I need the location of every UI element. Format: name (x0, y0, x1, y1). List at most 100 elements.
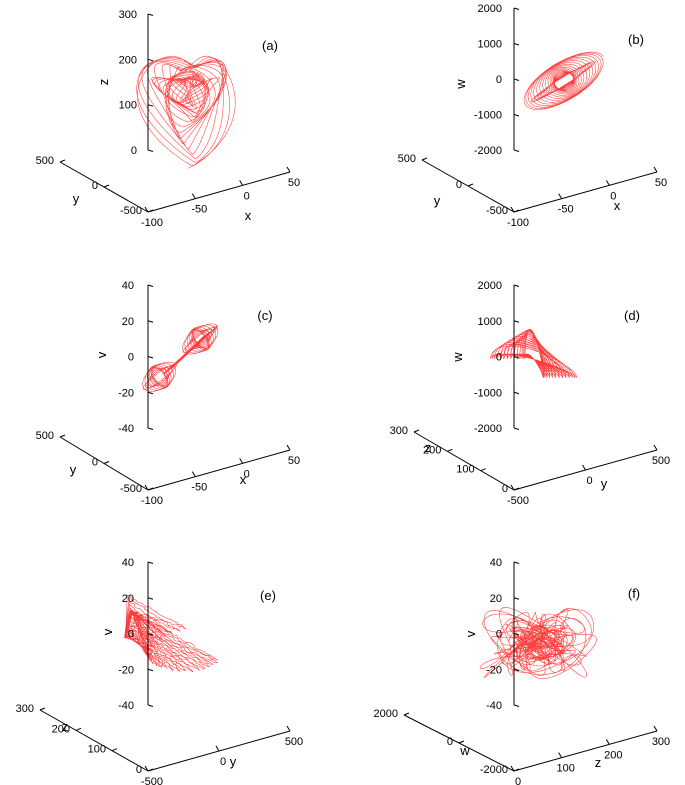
vertical-tick-mark (513, 356, 520, 359)
vertical-tick-label: -2000 (474, 423, 502, 435)
horizontal-tick-label: 100 (556, 763, 574, 775)
horizontal-tick-label: 500 (285, 736, 303, 748)
horizontal-tick-mark (239, 458, 244, 464)
vertical-tick-mark (147, 668, 154, 672)
vertical-tick-label: 2000 (478, 3, 502, 15)
vertical-tick-label: 0 (131, 145, 137, 157)
attractor-trajectory (123, 594, 219, 673)
panel-label: (e) (260, 588, 276, 603)
vertical-tick-label: 0 (128, 629, 134, 641)
vertical-tick-mark (513, 320, 520, 323)
horizontal-tick-mark (144, 206, 149, 213)
horizontal-tick-label: -100 (141, 495, 163, 507)
vertical-tick-mark (147, 149, 154, 152)
depth-tick-label: 0 (136, 764, 142, 776)
depth-tick-label: -500 (486, 205, 508, 217)
depth-tick-mark (403, 712, 410, 716)
horizontal-tick-mark (558, 193, 563, 199)
depth-tick-label: 200 (52, 723, 70, 735)
depth-tick-mark (421, 157, 428, 161)
attractor-trajectory (490, 329, 577, 379)
depth-tick-label: -500 (120, 205, 142, 217)
vertical-tick-mark (147, 704, 154, 707)
horizontal-tick-label: 50 (288, 455, 300, 467)
vertical-tick-label: -20 (118, 664, 134, 676)
vertical-axis-title: w (453, 79, 468, 90)
depth-tick-label: 500 (36, 430, 54, 442)
horizontal-tick-mark (510, 206, 515, 213)
attractor-trajectory (136, 55, 236, 169)
depth-tick-label: 0 (502, 483, 508, 495)
panel-label: (a) (262, 38, 278, 53)
depth-tick-mark (59, 434, 66, 438)
panel-label: (c) (257, 308, 272, 323)
vertical-tick-label: 40 (122, 557, 134, 569)
horizontal-tick-mark (653, 725, 658, 732)
depth-tick-label: 0 (92, 180, 98, 192)
vertical-tick-mark (513, 7, 520, 10)
horizontal-axis-title: y (230, 754, 237, 769)
depth-tick-mark (59, 159, 66, 163)
horizontal-tick-mark (239, 180, 244, 186)
vertical-tick-label: -1000 (474, 110, 502, 122)
depth-tick-mark (447, 448, 453, 452)
horizontal-tick-mark (286, 166, 291, 173)
vertical-tick-mark (147, 58, 154, 62)
horizontal-tick-mark (510, 484, 515, 491)
vertical-tick-label: -40 (118, 423, 134, 435)
panel-label: (f) (628, 586, 640, 601)
vertical-tick-label: 200 (119, 54, 137, 66)
depth-tick-label: -500 (120, 483, 142, 495)
horizontal-axis-line (513, 171, 658, 213)
vertical-tick-label: 0 (128, 352, 134, 364)
depth-tick-mark (103, 184, 110, 188)
depth-tick-label: -2000 (480, 764, 508, 776)
panel-label: (b) (628, 32, 644, 47)
depth-tick-mark (75, 727, 82, 731)
vertical-tick-mark (147, 284, 154, 287)
vertical-tick-label: -20 (486, 664, 502, 676)
vertical-tick-label: 20 (490, 593, 502, 605)
vertical-tick-label: -20 (118, 387, 134, 399)
horizontal-tick-label: 0 (244, 190, 250, 202)
vertical-tick-label: 20 (122, 593, 134, 605)
vertical-tick-mark (513, 704, 520, 707)
depth-axis-title: w (459, 743, 470, 758)
horizontal-tick-label: 500 (652, 455, 670, 467)
horizontal-tick-mark (215, 745, 220, 752)
depth-tick-label: 0 (456, 179, 462, 191)
panel-d: 200010000-1000-2000w3002001000z-5000500y… (390, 280, 671, 507)
depth-tick-label: 0 (447, 736, 453, 748)
vertical-tick-mark (513, 633, 520, 636)
horizontal-tick-mark (510, 765, 515, 772)
vertical-tick-mark (147, 104, 154, 107)
vertical-tick-label: -1000 (474, 387, 502, 399)
vertical-tick-label: 40 (122, 280, 134, 292)
horizontal-axis-title: z (595, 755, 602, 770)
vertical-tick-label: 40 (490, 557, 502, 569)
horizontal-tick-label: 50 (288, 177, 300, 189)
depth-tick-label: 500 (398, 153, 416, 165)
vertical-tick-label: -40 (486, 700, 502, 712)
horizontal-tick-label: 300 (652, 736, 670, 748)
vertical-tick-label: -40 (118, 700, 134, 712)
vertical-tick-mark (513, 78, 520, 81)
vertical-tick-mark (513, 391, 520, 395)
attractor-trajectory (523, 51, 604, 110)
horizontal-axis-title: x (240, 472, 247, 487)
depth-tick-label: 300 (390, 425, 408, 437)
depth-axis-line (413, 431, 515, 491)
horizontal-axis-line (147, 171, 291, 213)
vertical-tick-label: 0 (496, 352, 502, 364)
horizontal-axis-title: y (601, 476, 608, 491)
depth-tick-label: 100 (456, 464, 474, 476)
vertical-tick-label: 100 (119, 100, 137, 112)
horizontal-tick-label: 0 (610, 190, 616, 202)
horizontal-tick-label: -50 (191, 482, 207, 494)
horizontal-tick-mark (191, 193, 196, 199)
horizontal-axis-title: x (614, 198, 621, 213)
vertical-tick-mark (147, 597, 154, 600)
depth-axis-title: z (62, 719, 69, 734)
horizontal-tick-mark (605, 180, 610, 186)
vertical-tick-mark (147, 633, 154, 636)
